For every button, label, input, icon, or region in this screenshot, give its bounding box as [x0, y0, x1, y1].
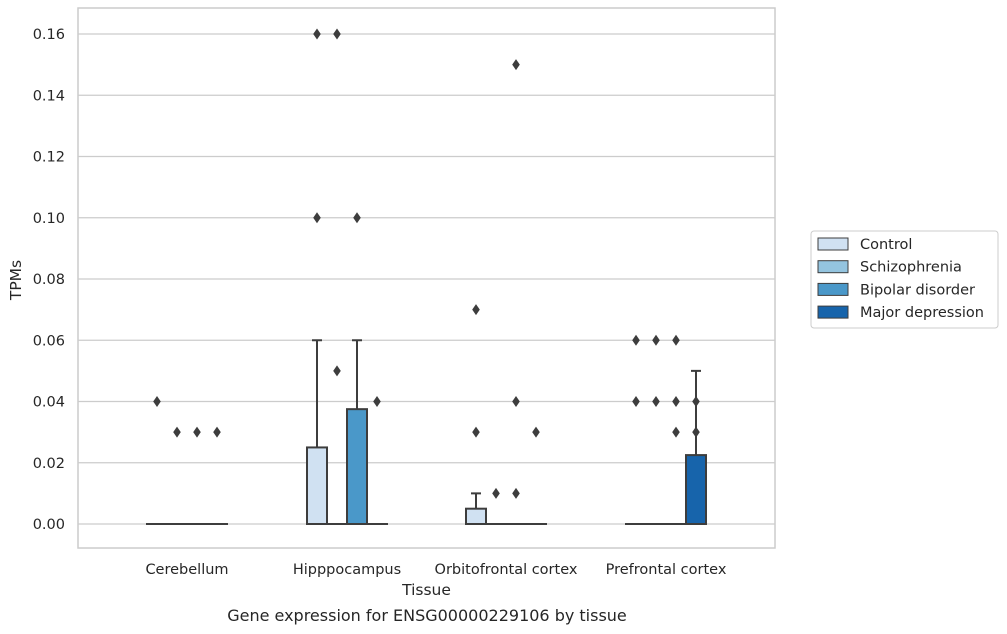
box: [346, 408, 368, 525]
legend-swatch: [817, 237, 849, 251]
outlier-point: [333, 28, 341, 40]
box-0-0: [146, 396, 168, 526]
outlier-point: [512, 59, 520, 71]
outlier-point: [313, 28, 321, 40]
plot-marks: [146, 28, 707, 526]
outlier-point: [193, 426, 201, 438]
x-tick-label: Orbitofrontal cortex: [435, 562, 578, 578]
outlier-point: [472, 426, 480, 438]
x-tick-label: Hipppocampus: [293, 562, 401, 578]
outlier-point: [173, 426, 181, 438]
figure-caption: Gene expression for ENSG00000229106 by t…: [227, 606, 627, 625]
outlier-point: [213, 426, 221, 438]
y-tick-label: 0.16: [33, 27, 65, 43]
outlier-point: [692, 426, 700, 438]
y-tick-label: 0.02: [33, 456, 65, 472]
legend-label: Bipolar disorder: [860, 282, 975, 298]
legend-swatch: [817, 260, 849, 274]
legend-swatch: [817, 282, 849, 296]
x-tick-label: Cerebellum: [145, 562, 228, 578]
y-tick-label: 0.12: [33, 150, 65, 166]
legend-item: Schizophrenia: [817, 260, 962, 276]
box-3-1: [645, 334, 667, 526]
x-axis-title: Tissue: [401, 581, 451, 599]
box-0-2: [186, 426, 208, 526]
y-tick-label: 0.14: [33, 88, 65, 104]
legend-item: Bipolar disorder: [817, 282, 975, 298]
outlier-point: [692, 396, 700, 407]
box-2-0: [465, 304, 487, 525]
box-3-2: [665, 334, 687, 526]
outlier-point: [472, 304, 480, 316]
box: [465, 507, 487, 525]
outlier-point: [153, 396, 161, 407]
legend-label: Control: [860, 237, 912, 253]
y-tick-label: 0.04: [33, 395, 65, 411]
box-0-3: [206, 426, 228, 526]
y-axis-title: TPMs: [7, 260, 25, 301]
outlier-point: [652, 334, 660, 346]
y-tick-label: 0.06: [33, 333, 65, 349]
legend-item: Control: [817, 237, 912, 253]
box-1-3: [366, 396, 388, 526]
outlier-point: [512, 487, 520, 499]
legend: Control Schizophrenia Bipolar disorder Majo…: [810, 230, 999, 329]
outlier-point: [672, 396, 680, 407]
box-3-3: [685, 369, 707, 525]
box-2-3: [525, 426, 547, 526]
y-tick-label: 0.10: [33, 211, 65, 227]
legend-item: Major depression: [817, 305, 984, 321]
outlier-point: [333, 365, 341, 377]
outlier-point: [373, 396, 381, 407]
outlier-point: [632, 334, 640, 346]
outlier-point: [512, 396, 520, 407]
box-0-1: [166, 426, 188, 526]
box: [306, 446, 328, 525]
outlier-point: [532, 426, 540, 438]
box-1-0: [306, 28, 328, 525]
legend-swatch: [817, 305, 849, 319]
outlier-point: [353, 212, 361, 224]
box-1-2: [346, 212, 368, 525]
outlier-point: [652, 396, 660, 407]
outlier-point: [313, 212, 321, 224]
x-tick-label: Prefrontal cortex: [606, 562, 727, 578]
y-tick-label: 0.00: [33, 517, 65, 533]
legend-box: [810, 230, 999, 329]
legend-label: Schizophrenia: [860, 260, 962, 276]
box-3-0: [625, 334, 647, 526]
y-tick-labels: 0.00 0.02 0.04 0.06 0.08 0.10 0.12 0.14 0.16: [33, 27, 65, 533]
gridlines: [78, 33, 775, 525]
plot-frame: [77, 7, 776, 549]
outlier-point: [672, 426, 680, 438]
box-2-1: [485, 487, 507, 526]
outlier-point: [632, 396, 640, 407]
legend-label: Major depression: [860, 305, 984, 321]
x-tick-labels: Cerebellum Hipppocampus Orbitofrontal cort…: [145, 562, 726, 578]
y-tick-label: 0.08: [33, 272, 65, 288]
box-2-2: [505, 59, 527, 526]
box: [685, 454, 707, 525]
outlier-point: [672, 334, 680, 346]
outlier-point: [492, 487, 500, 499]
box-1-1: [326, 28, 348, 526]
